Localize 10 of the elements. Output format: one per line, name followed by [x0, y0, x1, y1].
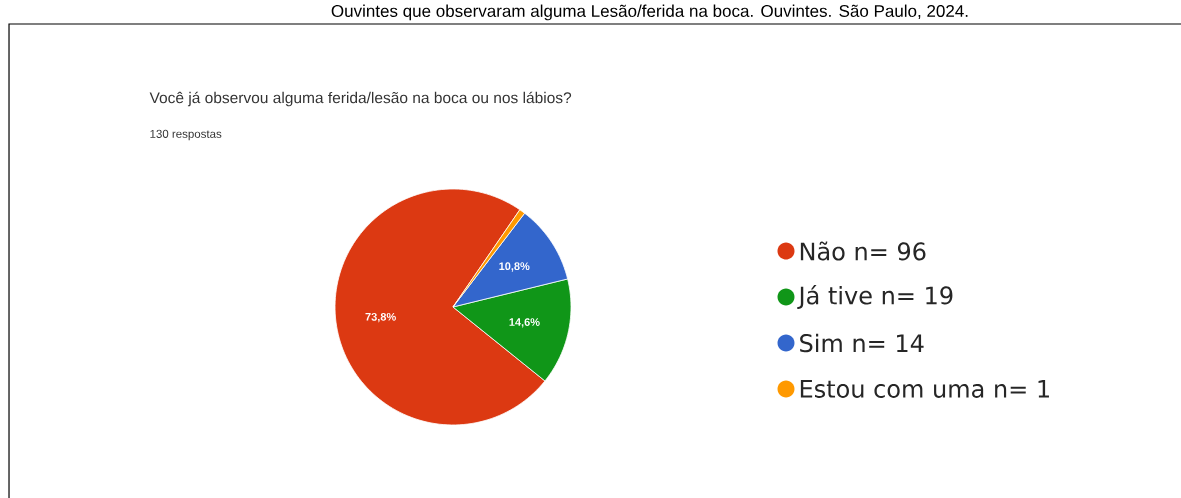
legend-label: Estou com uma n= 1 [800, 380, 1049, 398]
data-label: 10,8% [499, 262, 530, 272]
data-label: 73,8% [365, 312, 396, 323]
text: Ouvintes que observaram alguma Lesão/ferida na boca. Ouvintes. São Paulo, 2024. [331, 4, 968, 21]
legend-label: Já tive n= 19 [797, 284, 953, 309]
chart-title: Você já observou alguma ferida/lesão na boca ou nos lábios? [149, 91, 572, 107]
legend-label: Sim n= 14 [800, 333, 924, 353]
text: 130 respostas [150, 129, 222, 141]
legend-label: Não n= 96 [800, 241, 926, 261]
data-label: 14,6% [509, 318, 540, 328]
